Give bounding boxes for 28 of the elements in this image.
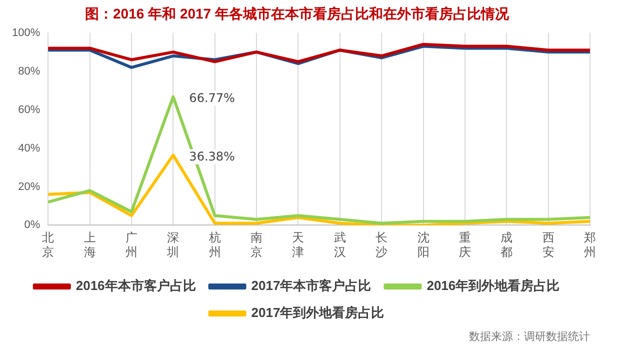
legend-label: 2017年到外地看房占比 xyxy=(251,305,384,320)
x-tick-label: 杭州 xyxy=(208,230,221,260)
y-tick-label: 60% xyxy=(18,104,40,116)
y-tick-label: 40% xyxy=(18,142,40,154)
x-tick-label: 广州 xyxy=(126,230,138,260)
legend-label: 2016年本市客户占比 xyxy=(76,278,196,294)
y-tick-label: 80% xyxy=(18,65,40,78)
x-tick-label: 上海 xyxy=(84,230,96,260)
data-label: 36.38% xyxy=(189,149,235,164)
x-tick-label: 西安 xyxy=(542,230,554,260)
source-note: 数据来源：调研数据统计 xyxy=(469,329,590,344)
x-tick-label: 长沙 xyxy=(376,230,388,260)
x-tick-label: 武汉 xyxy=(334,230,346,260)
x-tick-label: 天津 xyxy=(292,230,304,260)
x-tick-label: 成都 xyxy=(500,230,513,260)
chart-title: 图：2016 年和 2017 年各城市在本市看房占比和在外市看房占比情况 xyxy=(85,5,510,22)
x-tick-label: 重庆 xyxy=(458,230,471,260)
x-tick-label: 南京 xyxy=(250,230,263,260)
x-tick-label: 沈阳 xyxy=(417,230,430,260)
x-tick-label: 郑州 xyxy=(584,230,596,260)
y-tick-label: 0% xyxy=(24,219,40,232)
x-tick-label: 北京 xyxy=(42,230,54,260)
y-tick-label: 100% xyxy=(12,26,40,39)
y-tick-label: 20% xyxy=(18,180,40,193)
x-tick-label: 深圳 xyxy=(166,230,180,260)
legend-label: 2017年本市客户占比 xyxy=(251,278,372,294)
data-label: 66.77% xyxy=(189,90,235,105)
legend-label: 2016年到外地看房占比 xyxy=(426,278,560,294)
